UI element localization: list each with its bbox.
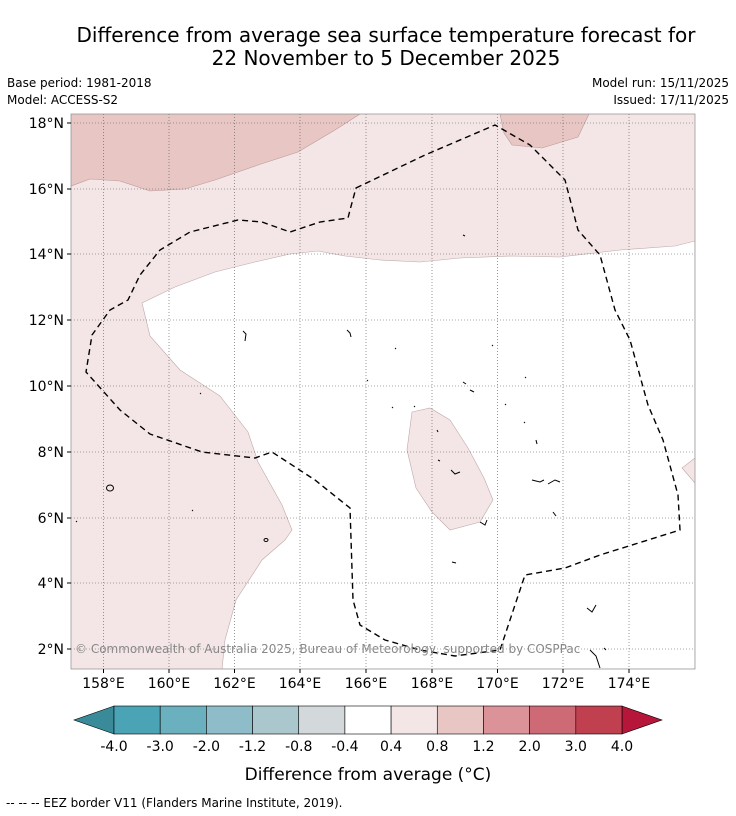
colorbar-box [298, 705, 346, 735]
colorbar-tick-label: -1.2 [239, 739, 266, 755]
lon-label: 172°E [542, 676, 585, 692]
colorbar: -4.0 -3.0 -2.0 -1.2 -0.8 -0.4 0.4 0.8 1.2 2.0 3.0 4… [73, 705, 663, 755]
colorbar-under-arrow [73, 705, 115, 735]
colorbar-over-arrow [621, 705, 663, 735]
eez-legend: -- -- -- EEZ border V11 (Flanders Marine… [6, 796, 343, 810]
map-plot-area [71, 114, 695, 669]
eez-border [85, 124, 681, 657]
lat-label: 4°N [38, 576, 64, 592]
latitude-labels: 18°N 16°N 14°N 12°N 10°N 8°N 6°N 4°N 2°N [29, 116, 64, 658]
colorbar-box [575, 705, 623, 735]
colorbar-tick-label: -2.0 [193, 739, 220, 755]
colorbar-box [252, 705, 300, 735]
title-line-1: Difference from average sea surface temp… [76, 23, 696, 47]
lat-label: 16°N [29, 182, 64, 198]
issued-date: Issued: 17/11/2025 [613, 93, 729, 107]
colorbar-tick-label: -0.4 [331, 739, 358, 755]
anomaly-fill-0-8-1-2-north [499, 114, 590, 149]
lon-label: 164°E [279, 676, 322, 692]
lon-label: 174°E [608, 676, 651, 692]
island-outlines [75, 234, 607, 669]
model-run: Model run: 15/11/2025 [591, 76, 729, 90]
colorbar-tick-label: 1.2 [472, 739, 494, 755]
colorbar-tick-label: 2.0 [519, 739, 541, 755]
colorbar-tick-label: 4.0 [611, 739, 633, 755]
colorbar-box [483, 705, 530, 735]
colorbar-box [159, 705, 207, 735]
lon-label: 168°E [411, 676, 454, 692]
model-name: Model: ACCESS-S2 [7, 93, 119, 107]
colorbar-tick-label: -3.0 [147, 739, 174, 755]
longitude-labels: 158°E 160°E 162°E 164°E 166°E 168°E 170°… [82, 676, 650, 692]
lat-label: 12°N [29, 313, 64, 329]
lat-label: 8°N [38, 445, 64, 461]
colorbar-label: Difference from average (°C) [245, 765, 492, 785]
colorbar-box [113, 705, 161, 735]
anomaly-patch-central [406, 407, 494, 531]
colorbar-tick-label: -0.8 [285, 739, 312, 755]
colorbar-box [390, 705, 438, 735]
colorbar-tick-label: 0.8 [426, 739, 448, 755]
lat-label: 18°N [29, 116, 64, 132]
base-period: Base period: 1981-2018 [7, 76, 152, 90]
lon-label: 170°E [476, 676, 519, 692]
colorbar-tick-label: 0.4 [380, 739, 402, 755]
colorbar-box [529, 705, 577, 735]
lat-label: 10°N [29, 379, 64, 395]
copyright-notice: © Commonwealth of Australia 2025, Bureau… [75, 642, 580, 656]
colorbar-tick-label: 3.0 [565, 739, 587, 755]
lat-label: 2°N [38, 642, 64, 658]
axis-ticks [67, 122, 630, 673]
map-frame [70, 113, 696, 670]
colorbar-box [344, 705, 392, 735]
lon-label: 158°E [82, 676, 125, 692]
anomaly-fill-0-8-1-2-northwest [71, 114, 361, 192]
colorbar-box [436, 705, 484, 735]
title-line-2: 22 November to 5 December 2025 [211, 46, 561, 70]
lon-label: 166°E [345, 676, 388, 692]
colorbar-box [206, 705, 253, 735]
gridlines [71, 114, 695, 669]
lat-label: 14°N [29, 247, 64, 263]
lon-label: 160°E [148, 676, 191, 692]
colorbar-tick-label: -4.0 [100, 739, 127, 755]
lon-label: 162°E [213, 676, 256, 692]
lat-label: 6°N [38, 511, 64, 527]
